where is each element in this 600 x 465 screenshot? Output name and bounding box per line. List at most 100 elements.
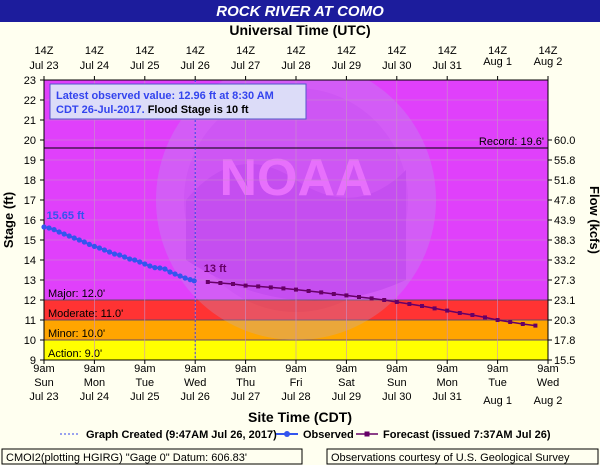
x-time-label: 9am	[436, 363, 457, 375]
forecast-point	[357, 295, 361, 299]
y-tick-label: 11	[25, 315, 36, 327]
forecast-point	[445, 308, 450, 313]
observed-point	[127, 256, 133, 262]
observed-point	[162, 266, 168, 272]
observed-point	[46, 225, 52, 231]
observed-point	[157, 265, 163, 271]
utc-time-label: 14Z	[85, 45, 104, 57]
x-time-label: 9am	[184, 363, 205, 375]
x-date-label: Jul 31	[433, 391, 462, 403]
observed-point	[81, 239, 87, 245]
forecast-point	[331, 292, 336, 296]
band-minor-label: Minor: 10.0'	[48, 328, 105, 340]
info-line-1: Latest observed value: 12.96 ft at 8:30 …	[56, 90, 274, 102]
footer-datum: CMOI2(plotting HGIRG) "Gage 0" Datum: 60…	[6, 452, 247, 464]
utc-time-label: 14Z	[287, 45, 306, 57]
observed-point	[152, 265, 158, 271]
x-weekday-label: Wed	[184, 377, 206, 389]
legend-forecast-marker	[364, 431, 370, 437]
utc-date-label: Jul 23	[29, 60, 58, 72]
utc-time-label: 14Z	[35, 45, 54, 57]
observed-point	[101, 247, 108, 253]
x-time-label: 9am	[134, 363, 155, 375]
footer-left-box	[1, 448, 303, 465]
y-tick-label: 9	[30, 355, 36, 367]
legend-created: Graph Created (9:47AM Jul 26, 2017)	[86, 429, 277, 441]
observed-point	[191, 278, 197, 284]
y-tick-label: 16	[24, 215, 36, 227]
observed-point	[132, 257, 138, 263]
forecast-point	[432, 306, 437, 311]
forecast-start-label: 13 ft	[204, 263, 227, 275]
observed-point	[147, 263, 153, 269]
utc-date-label: Jul 29	[332, 60, 361, 72]
forecast-point	[231, 282, 235, 286]
legend-observed: Observed	[303, 429, 354, 441]
y-tick-label: 19	[24, 155, 36, 167]
flow-tick-label: 15.5	[554, 355, 575, 367]
observed-point	[56, 229, 62, 235]
band-action-label: Action: 9.0'	[48, 348, 102, 360]
x-time-label: 9am	[84, 363, 105, 375]
x-weekday-label: Mon	[84, 377, 105, 389]
flow-tick-label: 47.8	[554, 195, 575, 207]
band-moderate-label: Moderate: 11.0'	[48, 308, 123, 320]
info-box: Latest observed value: 12.96 ft at 8:30 …	[49, 83, 307, 120]
observed-point	[187, 277, 193, 283]
observed-peak-label: 15.65 ft	[47, 210, 85, 222]
utc-date-label: Jul 27	[231, 60, 260, 72]
forecast-point	[369, 296, 374, 301]
y-tick-label: 13	[24, 275, 36, 287]
forecast-point	[420, 304, 424, 308]
flow-tick-label: 33.2	[554, 255, 575, 267]
x-time-label: 9am	[537, 363, 558, 375]
legend: Graph Created (9:47AM Jul 26, 2017) Obse…	[60, 429, 551, 441]
utc-time-label: 14Z	[337, 45, 356, 57]
utc-time-label: 14Z	[236, 45, 255, 57]
forecast-point	[407, 302, 412, 306]
legend-forecast: Forecast (issued 7:37AM Jul 26)	[383, 429, 551, 441]
x-weekday-label: Sat	[338, 377, 355, 389]
forecast-point	[344, 293, 349, 298]
forecast-point	[382, 298, 387, 302]
x-time-label: 9am	[235, 363, 256, 375]
bottom-axis-title: Site Time (CDT)	[248, 409, 352, 425]
observed-point	[91, 243, 97, 249]
x-weekday-label: Tue	[488, 377, 507, 389]
forecast-point	[533, 323, 538, 328]
left-axis-title: Stage (ft)	[1, 192, 16, 248]
utc-date-label: Jul 28	[281, 60, 310, 72]
x-date-label: Aug 1	[483, 395, 512, 407]
flow-tick-label: 60.0	[554, 135, 575, 147]
forecast-point	[218, 281, 223, 285]
utc-time-label: 14Z	[488, 45, 507, 57]
record-label: Record: 19.6'	[479, 136, 544, 148]
x-time-label: 9am	[386, 363, 407, 375]
x-date-label: Jul 24	[80, 391, 109, 403]
x-date-label: Aug 2	[534, 395, 563, 407]
observed-point	[96, 245, 103, 251]
utc-date-label: Jul 30	[382, 60, 411, 72]
forecast-point	[470, 313, 475, 317]
x-time-label: 9am	[336, 363, 357, 375]
x-date-label: Jul 29	[332, 391, 361, 403]
chart-title: ROCK RIVER AT COMO	[216, 3, 384, 20]
observed-point	[76, 237, 82, 243]
y-tick-label: 23	[24, 75, 36, 87]
y-tick-label: 17	[24, 195, 36, 207]
observed-point	[142, 261, 148, 267]
utc-time-label: 14Z	[135, 45, 154, 57]
flow-tick-label: 20.3	[554, 315, 575, 327]
x-date-label: Jul 23	[29, 391, 58, 403]
flow-tick-label: 55.8	[554, 155, 575, 167]
footer-credit: Observations courtesy of U.S. Geological…	[331, 452, 570, 464]
utc-date-label: Jul 25	[130, 60, 159, 72]
y-tick-label: 12	[24, 295, 36, 307]
observed-point	[111, 251, 118, 257]
utc-time-label: 14Z	[387, 45, 406, 57]
flow-tick-label: 51.8	[554, 175, 575, 187]
x-weekday-label: Fri	[290, 377, 303, 389]
x-weekday-label: Tue	[136, 377, 155, 389]
forecast-point	[483, 315, 487, 320]
